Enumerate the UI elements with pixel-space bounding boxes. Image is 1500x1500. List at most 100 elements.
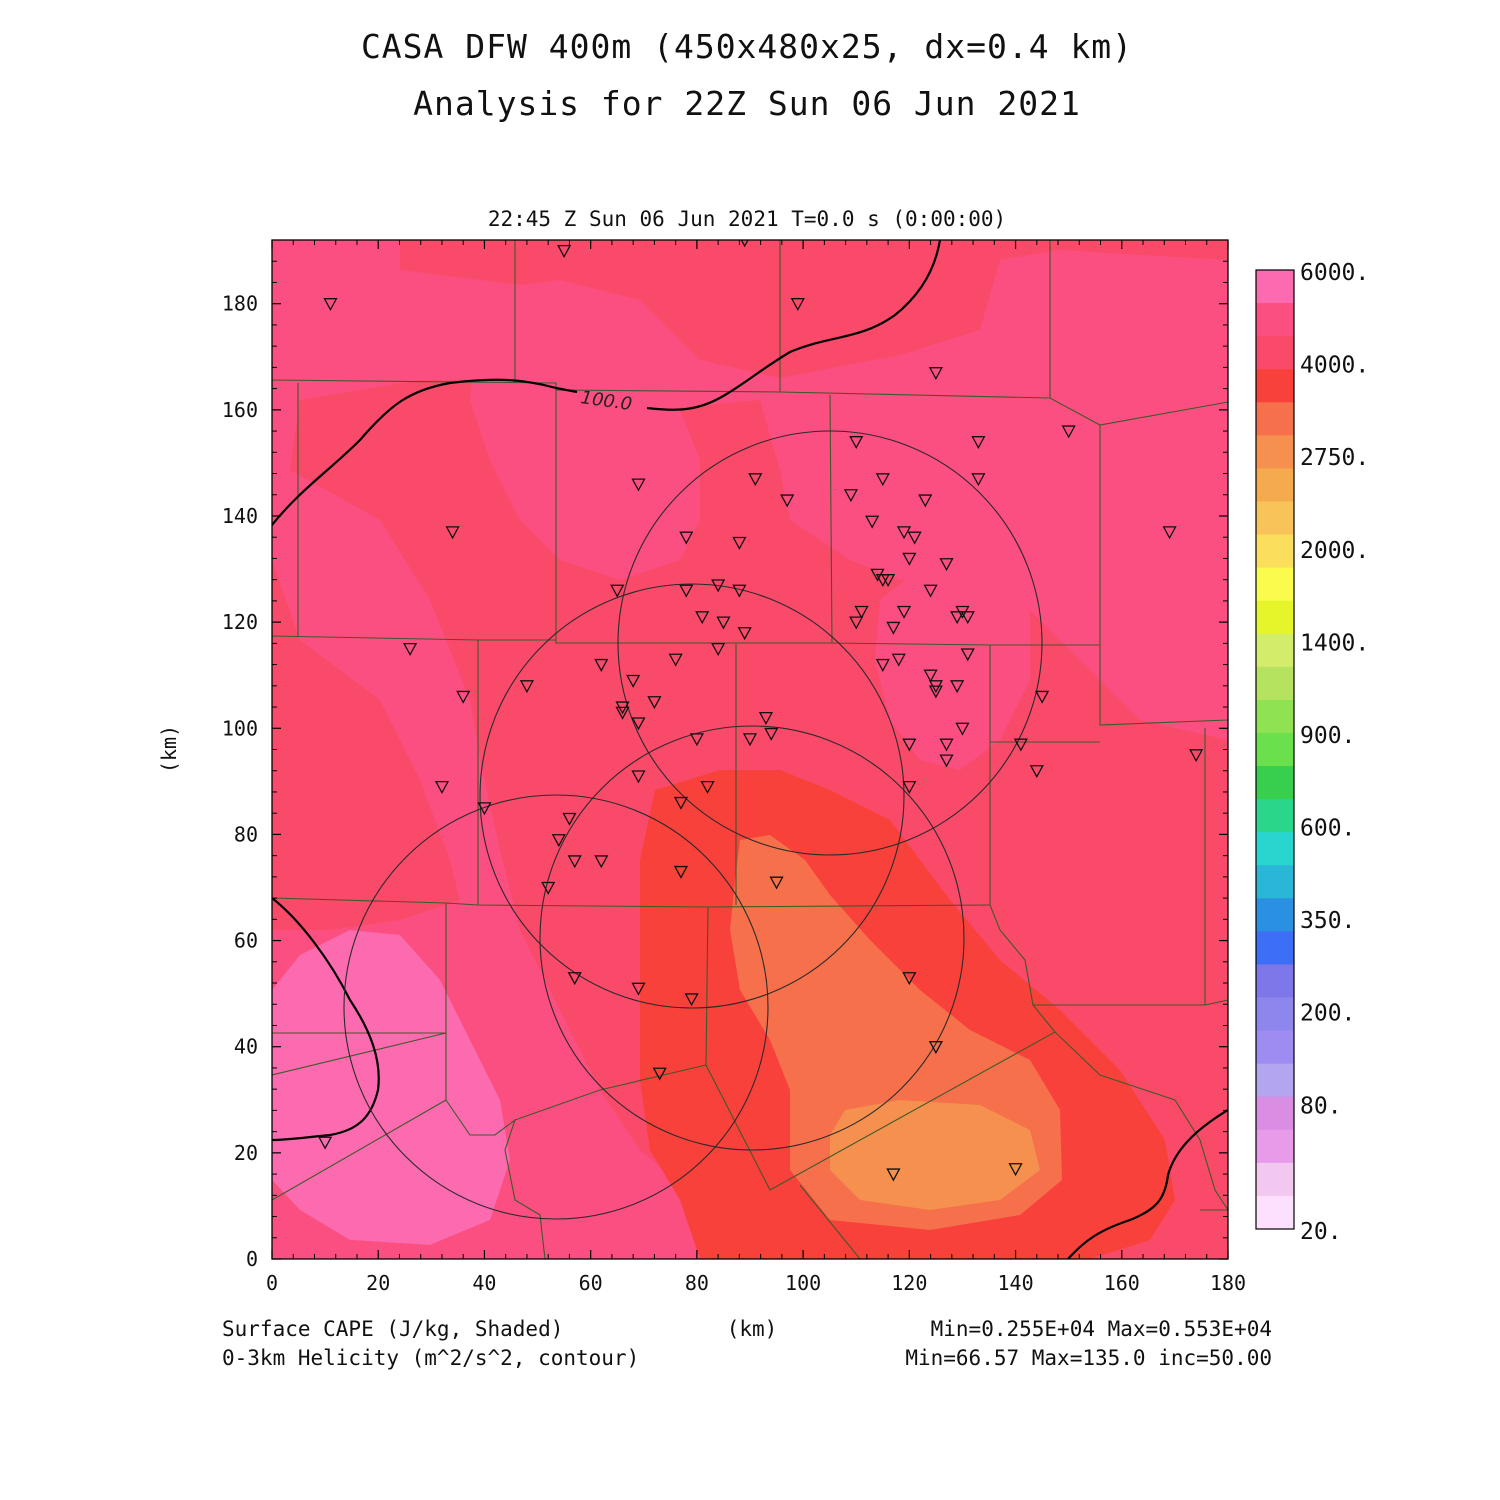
y-tick-label: 60 [234,929,258,953]
x-tick-label: 180 [1210,1271,1246,1295]
station-marker [758,712,774,726]
station-marker [610,584,625,598]
cape-band-3500-north [400,240,1228,378]
colorbar-swatch [1256,699,1294,734]
station-marker [631,717,646,731]
station-marker [918,494,933,508]
y-tick-label: 140 [222,504,258,528]
colorbar-label: 2000. [1300,538,1369,564]
radar-ring-4 [343,794,769,1220]
colorbar-frame [1255,269,1295,1230]
station-marker [631,982,646,996]
colorbar-swatch [1256,931,1294,965]
station-marker [902,552,917,566]
colorbar-swatch [1256,1129,1294,1164]
y-axis: 0 20 40 60 80 100 120 140 160 180 [222,239,1228,1271]
plot-area: 100.0 [272,240,1228,1259]
station-marker [562,812,577,826]
station-marker [456,690,471,704]
station-marker [880,574,896,588]
colorbar-label: 200. [1300,1001,1355,1027]
station-marker [1189,749,1204,763]
y-axis-label: (km) [157,725,181,773]
station-markers [318,240,1204,1182]
station-marker [626,674,641,688]
station-marker [679,531,694,545]
colorbar-swatch [1256,997,1294,1032]
colorbar-swatch [1256,369,1294,403]
station-marker [477,802,492,816]
station-marker [695,611,710,625]
y-tick-label: 80 [234,822,258,846]
station-marker [928,685,943,699]
colorbar-label: 900. [1300,723,1355,749]
station-marker [928,1041,943,1055]
station-marker [673,865,689,879]
station-marker [541,881,556,895]
station-marker [875,658,890,672]
cape-band-4000-north-lobe [470,300,700,580]
colorbar-swatch [1256,567,1294,602]
x-tick-label: 120 [891,1271,927,1295]
colorbar-label: 4000. [1300,353,1369,379]
station-marker [732,536,747,550]
station-marker [557,244,572,258]
station-marker [849,616,864,630]
station-marker [689,733,704,747]
colorbar-swatch [1256,666,1294,701]
station-marker [923,669,938,683]
colorbar: 6000. 4000. 2750. 2000. 1400. 900. 600. 350. 200… [1255,260,1369,1245]
station-marker [742,733,758,747]
y-tick-label: 120 [222,610,258,634]
station-marker [748,473,763,487]
county-boundaries [272,240,1228,1259]
colorbar-swatch [1256,1063,1294,1098]
station-marker [896,605,912,619]
station-marker [769,876,784,890]
station-marker [567,972,582,986]
station-marker [955,722,970,736]
station-marker [711,579,726,593]
station-marker [402,643,418,657]
station-marker [716,616,731,630]
colorbar-swatch [1256,1030,1294,1065]
station-marker [323,298,338,312]
station-marker [971,473,986,487]
station-marker [732,584,747,598]
station-marker [594,658,609,672]
station-marker [684,993,699,1007]
colorbar-swatch [1256,336,1294,370]
station-marker [551,834,566,848]
station-marker [1029,765,1044,779]
y-tick-label: 100 [222,716,258,740]
station-marker [318,1136,333,1150]
analysis-subtitle: Analysis for 22Z Sun 06 Jun 2021 [413,84,1081,123]
colorbar-label: 2750. [1300,445,1369,471]
cape-band-4000-southwest-edge [272,1180,510,1259]
colorbar-label: 80. [1300,1093,1342,1119]
station-marker [843,489,859,503]
station-marker [1013,738,1028,752]
station-marker [939,738,954,752]
colorbar-swatch [1256,633,1294,668]
station-marker [849,436,864,450]
station-marker [737,627,752,641]
y-tick-label: 40 [234,1035,258,1059]
station-marker [1008,1163,1023,1177]
station-marker [902,781,917,795]
radar-ring-2 [479,583,905,1009]
station-marker [780,494,795,508]
x-tick-label: 40 [472,1271,496,1295]
station-marker [445,526,460,540]
cape-min-max: Min=0.255E+04 Max=0.553E+04 [931,1317,1272,1341]
station-marker [854,605,869,619]
helicity-min-max: Min=66.57 Max=135.0 inc=50.00 [905,1346,1272,1370]
colorbar-swatch [1256,898,1294,932]
cape-band-4000-east-center [875,560,1030,770]
colorbar-swatch [1256,402,1294,436]
station-marker [434,781,450,795]
x-axis: 0 20 40 60 80 100 120 140 160 180 [266,240,1246,1295]
station-marker [886,621,901,635]
colorbar-swatch [1256,799,1294,833]
